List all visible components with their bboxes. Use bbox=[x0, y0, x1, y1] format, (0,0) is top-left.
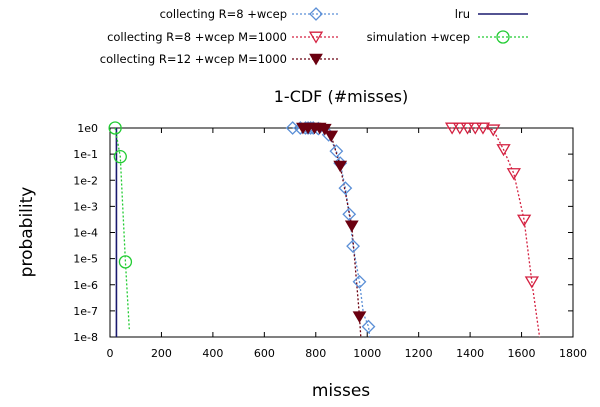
data-point-collecting-r-8-wcep-m-1000-6 bbox=[496, 144, 511, 157]
legend-label-collecting-r-8-wcep-m-1000: collecting R=8 +wcep M=1000 bbox=[107, 30, 287, 44]
data-point-collecting-r-8-wcep-m-1000-9 bbox=[524, 276, 539, 289]
y-tick-label: 1e-4 bbox=[73, 227, 98, 240]
x-axis-label: misses bbox=[312, 381, 370, 401]
legend: collecting R=8 +wcep collecting R=8 +wcep… bbox=[100, 7, 528, 66]
data-point-collecting-r-8-wcep-m-1000-1 bbox=[452, 122, 467, 135]
data-point-collecting-r-12-wcep-m-1000-7 bbox=[344, 220, 359, 233]
data-point-collecting-r-8-wcep-m-1000-0 bbox=[444, 122, 460, 135]
x-tick-label: 1000 bbox=[353, 347, 381, 360]
series-line-simulation-wcep bbox=[114, 127, 130, 330]
data-point-collecting-r-12-wcep-m-1000-4 bbox=[317, 123, 332, 136]
data-point-simulation-wcep-2 bbox=[118, 255, 133, 269]
y-tick-label: 1e-2 bbox=[73, 174, 98, 187]
data-point-collecting-r-8-wcep-11 bbox=[342, 207, 357, 222]
y-tick-label: 1e-5 bbox=[73, 253, 98, 266]
legend-marker-collecting-r-8-wcep-m-1000 bbox=[308, 31, 324, 44]
data-point-collecting-r-8-wcep-8 bbox=[329, 144, 344, 159]
legend-label-simulation-wcep: simulation +wcep bbox=[367, 30, 470, 44]
y-tick-label: 1e-6 bbox=[73, 279, 98, 292]
legend-label-lru: lru bbox=[455, 7, 470, 21]
series-line-collecting-r-8-wcep-m-1000 bbox=[446, 127, 541, 338]
x-tick-label: 1200 bbox=[405, 347, 433, 360]
series-line-collecting-r-8-wcep bbox=[292, 127, 371, 338]
legend-label-collecting-r-12-wcep-m-1000: collecting R=12 +wcep M=1000 bbox=[100, 52, 287, 66]
x-tick-label: 0 bbox=[107, 347, 114, 360]
data-point-collecting-r-8-wcep-m-1000-2 bbox=[460, 122, 475, 135]
data-point-collecting-r-8-wcep-12 bbox=[346, 239, 360, 254]
data-point-collecting-r-8-wcep-m-1000-4 bbox=[475, 122, 491, 135]
x-tick-label: 400 bbox=[202, 347, 223, 360]
x-tick-label: 600 bbox=[254, 347, 275, 360]
data-point-collecting-r-12-wcep-m-1000-6 bbox=[333, 160, 348, 173]
legend-marker-simulation-wcep bbox=[496, 30, 510, 44]
data-point-collecting-r-8-wcep-m-1000-5 bbox=[486, 124, 501, 137]
x-tick-label: 800 bbox=[305, 347, 326, 360]
series-line-collecting-r-12-wcep-m-1000 bbox=[302, 127, 362, 338]
x-tick-label: 1400 bbox=[456, 347, 484, 360]
y-tick-label: 1e-3 bbox=[73, 200, 98, 213]
data-point-collecting-r-12-wcep-m-1000-8 bbox=[352, 311, 367, 324]
legend-label-collecting-r-8-wcep: collecting R=8 +wcep bbox=[160, 7, 287, 21]
data-point-collecting-r-8-wcep-10 bbox=[338, 181, 353, 196]
y-tick-label: 1e0 bbox=[77, 122, 98, 135]
data-point-collecting-r-8-wcep-m-1000-8 bbox=[516, 214, 532, 227]
y-tick-label: 1e-8 bbox=[73, 331, 98, 344]
y-tick-label: 1e-7 bbox=[73, 305, 98, 318]
legend-marker-collecting-r-12-wcep-m-1000 bbox=[309, 53, 323, 66]
data-point-collecting-r-8-wcep-m-1000-7 bbox=[506, 168, 521, 181]
data-point-collecting-r-8-wcep-m-1000-3 bbox=[468, 122, 483, 135]
y-tick-label: 1e-1 bbox=[73, 148, 98, 161]
data-point-collecting-r-8-wcep-14 bbox=[361, 319, 376, 334]
legend-marker-collecting-r-8-wcep bbox=[309, 7, 323, 21]
series-lines bbox=[114, 127, 541, 338]
axis-ticks: 0 200 400 600 800 1000 1200 1400 1600 1800 1e0 1e-1… bbox=[73, 122, 587, 360]
chart-title: 1-CDF (#misses) bbox=[274, 87, 409, 106]
data-point-simulation-wcep-1 bbox=[113, 150, 127, 164]
data-point-collecting-r-8-wcep-13 bbox=[352, 274, 367, 289]
x-tick-label: 200 bbox=[151, 347, 172, 360]
x-tick-label: 1600 bbox=[508, 347, 536, 360]
y-axis-label: probability bbox=[17, 187, 37, 278]
x-tick-label: 1800 bbox=[559, 347, 587, 360]
series-points bbox=[108, 121, 539, 334]
data-point-simulation-wcep-0 bbox=[108, 121, 122, 135]
data-point-collecting-r-12-wcep-m-1000-5 bbox=[324, 130, 339, 143]
